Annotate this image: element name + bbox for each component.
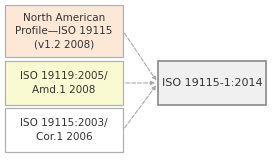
Bar: [5, 5, 123, 57]
Text: North American
Profile—ISO 19115
(v1.2 2008): North American Profile—ISO 19115 (v1.2 2…: [15, 13, 113, 49]
Bar: [158, 61, 266, 105]
Text: ISO 19119:2005/
Amd.1 2008: ISO 19119:2005/ Amd.1 2008: [20, 71, 108, 95]
Bar: [5, 61, 123, 105]
Text: ISO 19115:2003/
Cor.1 2006: ISO 19115:2003/ Cor.1 2006: [20, 118, 108, 142]
Bar: [5, 108, 123, 152]
Text: ISO 19115-1:2014: ISO 19115-1:2014: [162, 78, 262, 88]
